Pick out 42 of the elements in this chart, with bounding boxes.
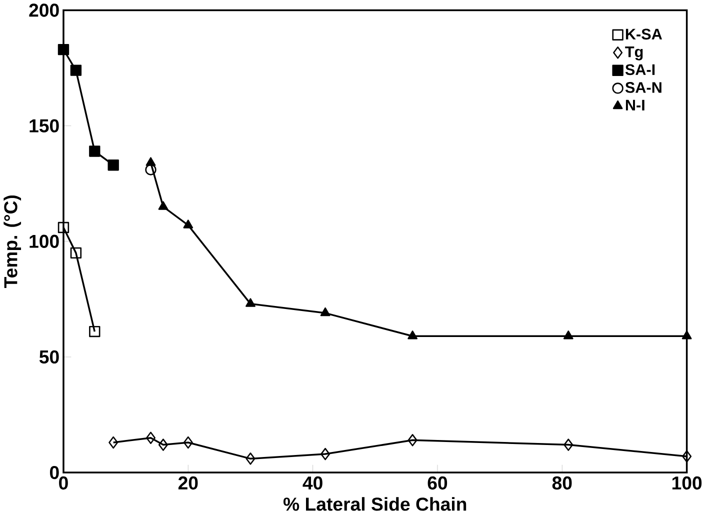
legend-label: Tg	[625, 46, 643, 60]
y-tick-label: 100	[30, 234, 59, 248]
x-tick-label: 80	[552, 476, 572, 490]
point	[146, 156, 156, 166]
legend-label: K-SA	[626, 28, 662, 40]
y-tick-label: 0	[50, 466, 59, 479]
point	[146, 432, 156, 444]
y-tick-label: 50	[39, 350, 59, 364]
point	[246, 452, 256, 465]
point	[183, 436, 193, 448]
y-tick-label: 200	[29, 3, 59, 17]
point	[58, 222, 70, 233]
x-tick-label: 0	[59, 476, 68, 490]
point	[408, 330, 418, 340]
point	[70, 247, 82, 258]
x-tick-label: 100	[672, 476, 702, 490]
point	[108, 436, 118, 448]
point	[320, 307, 330, 316]
point	[183, 219, 194, 228]
x-axis-title: % Lateral Side Chain	[284, 496, 466, 511]
point	[108, 159, 119, 170]
y-tick-label: 150	[30, 119, 59, 132]
point	[408, 434, 418, 446]
point	[246, 298, 256, 307]
point	[563, 330, 574, 340]
point	[158, 438, 168, 451]
point	[682, 330, 692, 340]
point	[58, 44, 70, 55]
point	[320, 448, 330, 460]
x-tick-label: 20	[178, 476, 198, 490]
point	[682, 450, 692, 462]
point	[564, 438, 574, 451]
x-tick-label: 40	[302, 476, 322, 490]
legend-label: N-I	[626, 100, 644, 110]
x-tick-label: 60	[428, 476, 448, 490]
point	[89, 326, 100, 337]
point	[158, 200, 168, 210]
point	[89, 145, 100, 157]
legend-label: SA-I	[625, 64, 655, 75]
y-axis-title: Temp. (°C)	[4, 195, 22, 288]
legend-label: SA-N	[625, 82, 662, 93]
point	[70, 64, 82, 76]
